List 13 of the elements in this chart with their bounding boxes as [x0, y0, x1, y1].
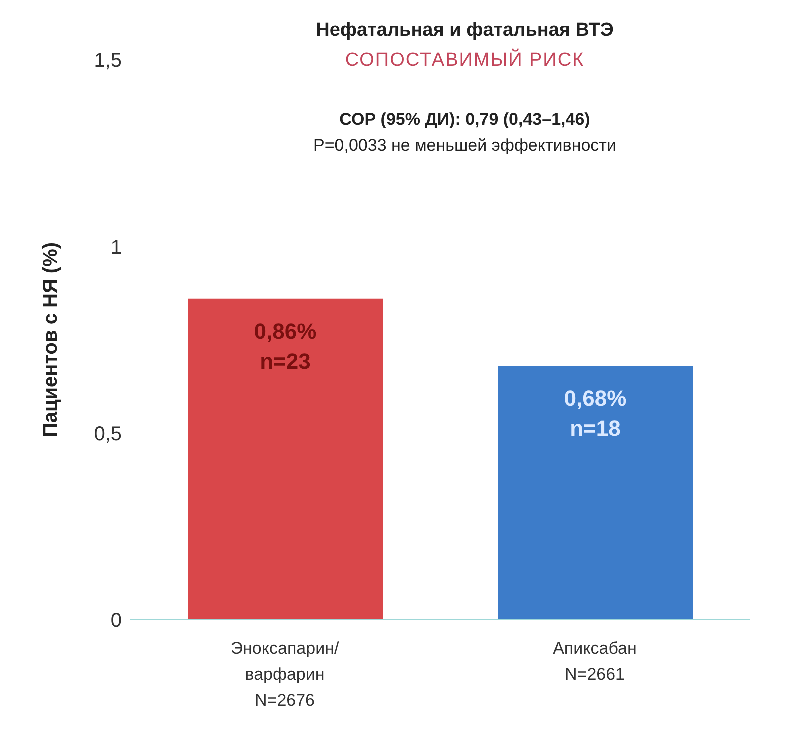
data-label: 0,86% n=23	[254, 318, 317, 374]
y-axis-title: Пациентов с НЯ (%)	[40, 242, 62, 438]
x-tick-label: Эноксапарин/ варфарин N=2676	[230, 639, 340, 710]
y-tick-label: 0,5	[94, 423, 122, 446]
y-tick-label: 1	[110, 236, 122, 259]
annotation: СОР (95% ДИ): 0,79 (0,43–1,46)	[338, 110, 592, 130]
y-tick-label: 0	[110, 610, 122, 632]
y-tick-label: 1,5	[94, 50, 122, 72]
x-tick-label: Апиксабан N=2661	[553, 639, 637, 684]
annotation: P=0,0033 не меньшей эффективности	[312, 136, 618, 156]
chart-subtitle: СОПОСТАВИМЫЙ РИСК	[344, 50, 586, 72]
chart-title: Нефатальная и фатальная ВТЭ	[315, 20, 615, 42]
data-label: 0,68% n=18	[564, 386, 627, 442]
